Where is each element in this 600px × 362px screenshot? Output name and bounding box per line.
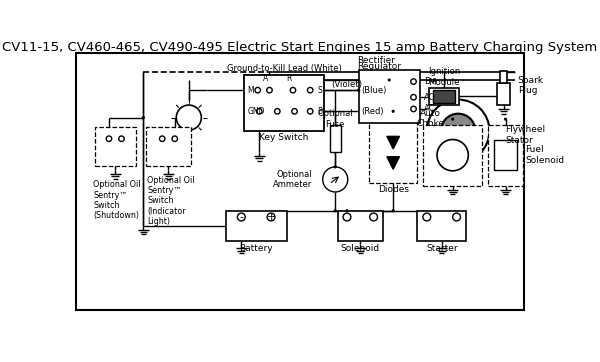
- Text: Starter: Starter: [426, 244, 458, 253]
- Circle shape: [411, 79, 416, 84]
- Text: GND: GND: [248, 107, 265, 116]
- Bar: [494, 140, 517, 170]
- Circle shape: [292, 109, 297, 114]
- Text: B: B: [317, 107, 322, 116]
- Circle shape: [423, 213, 431, 221]
- Circle shape: [160, 136, 165, 142]
- Circle shape: [238, 213, 245, 221]
- Text: B+: B+: [424, 77, 436, 86]
- Bar: [497, 83, 510, 105]
- Circle shape: [334, 165, 337, 168]
- Bar: [95, 127, 136, 166]
- Circle shape: [451, 118, 454, 121]
- Circle shape: [323, 167, 348, 192]
- Bar: [146, 127, 191, 166]
- Bar: [429, 88, 459, 105]
- Bar: [330, 125, 341, 152]
- Circle shape: [307, 88, 313, 93]
- Text: Ignition
Module: Ignition Module: [428, 67, 460, 87]
- Text: Auto
Choke: Auto Choke: [417, 109, 445, 128]
- Text: Optional
Ammeter: Optional Ammeter: [272, 170, 312, 189]
- Text: S: S: [317, 86, 322, 95]
- Circle shape: [142, 116, 145, 119]
- Bar: [244, 75, 324, 131]
- Bar: [359, 70, 420, 123]
- Bar: [500, 71, 508, 83]
- Circle shape: [392, 209, 395, 212]
- Bar: [433, 90, 455, 103]
- Text: AC: AC: [424, 105, 435, 113]
- Text: (Blue): (Blue): [362, 86, 387, 95]
- Text: Diodes: Diodes: [377, 185, 409, 194]
- Text: -: -: [239, 212, 243, 222]
- Circle shape: [370, 213, 377, 221]
- Circle shape: [392, 110, 395, 113]
- Text: Key Switch: Key Switch: [259, 132, 308, 142]
- Circle shape: [176, 105, 202, 130]
- Polygon shape: [387, 136, 400, 149]
- Text: (Red): (Red): [361, 107, 384, 116]
- Text: Fuel
Solenoid: Fuel Solenoid: [526, 146, 565, 165]
- Text: M: M: [248, 86, 254, 95]
- Text: Optional
Fuse: Optional Fuse: [317, 109, 353, 129]
- Bar: [423, 125, 482, 186]
- Text: +: +: [266, 212, 276, 222]
- Circle shape: [119, 136, 124, 142]
- Circle shape: [427, 100, 490, 162]
- Circle shape: [172, 136, 178, 142]
- Text: Optional Oil
Sentry™
Switch
(Indicator
Light): Optional Oil Sentry™ Switch (Indicator L…: [148, 176, 195, 226]
- Text: R: R: [286, 74, 292, 83]
- Text: CV11-15, CV460-465, CV490-495 Electric Start Engines 15 amp Battery Charging Sys: CV11-15, CV460-465, CV490-495 Electric S…: [2, 41, 598, 54]
- Circle shape: [411, 106, 416, 112]
- Circle shape: [388, 79, 391, 81]
- Circle shape: [452, 213, 460, 221]
- Text: Regulator: Regulator: [357, 62, 401, 71]
- Circle shape: [437, 139, 469, 171]
- Circle shape: [441, 114, 475, 148]
- Bar: [338, 211, 383, 240]
- Text: Flywheel
Stator: Flywheel Stator: [505, 125, 545, 144]
- Circle shape: [106, 136, 112, 142]
- Bar: [369, 122, 418, 183]
- Text: Solenoid: Solenoid: [341, 244, 380, 253]
- Circle shape: [267, 88, 272, 93]
- Text: Battery: Battery: [239, 244, 273, 253]
- Circle shape: [411, 94, 416, 100]
- Text: Optional Oil
Sentry™
Switch
(Shutdown): Optional Oil Sentry™ Switch (Shutdown): [94, 180, 141, 220]
- Text: Spark
Plug: Spark Plug: [518, 76, 544, 95]
- Circle shape: [343, 213, 351, 221]
- Circle shape: [346, 209, 349, 212]
- Text: Ground-to-Kill Lead (White): Ground-to-Kill Lead (White): [227, 64, 342, 73]
- Polygon shape: [387, 157, 400, 169]
- Circle shape: [504, 118, 507, 121]
- Circle shape: [255, 88, 260, 93]
- Circle shape: [257, 109, 262, 114]
- Bar: [226, 211, 287, 240]
- Circle shape: [290, 88, 296, 93]
- Bar: [488, 125, 523, 186]
- Circle shape: [334, 209, 337, 212]
- Text: A: A: [263, 74, 268, 83]
- Circle shape: [357, 89, 360, 92]
- Circle shape: [267, 213, 275, 221]
- Text: AC: AC: [424, 93, 435, 102]
- Bar: [418, 211, 466, 240]
- Text: (Violet): (Violet): [331, 80, 362, 89]
- Circle shape: [307, 109, 313, 114]
- Text: Rectifier: Rectifier: [357, 56, 395, 65]
- Circle shape: [275, 109, 280, 114]
